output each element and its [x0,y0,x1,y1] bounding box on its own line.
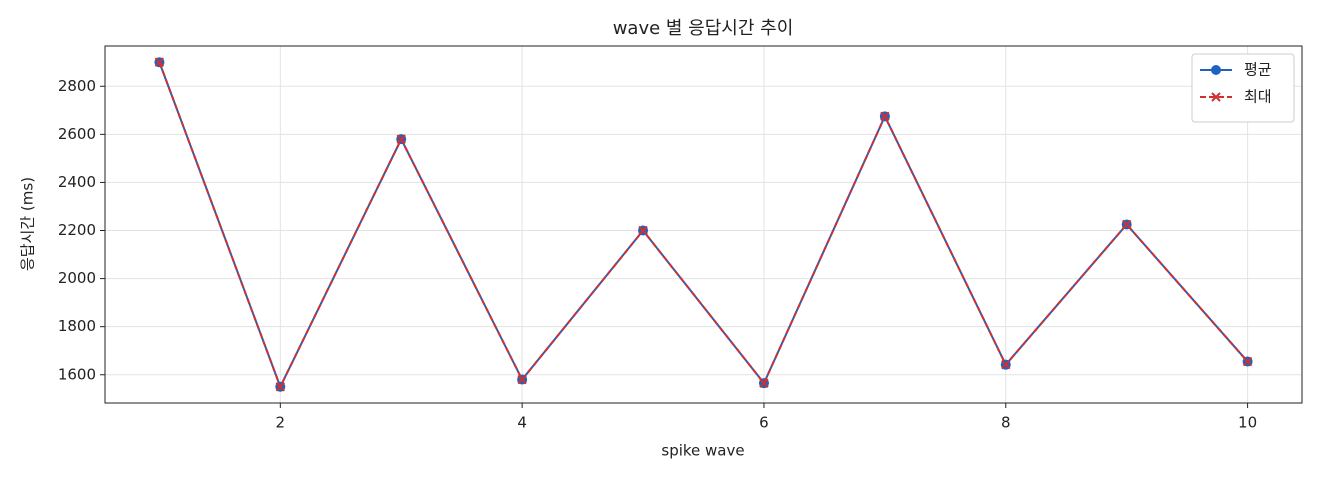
x-tick-label: 2 [276,414,286,432]
y-tick-label: 2200 [58,221,96,239]
series-line [158,61,1249,390]
marker [759,378,769,388]
marker [1121,219,1132,230]
marker [154,57,165,67]
x-tick-label: 4 [517,414,527,432]
y-axis-label: 응답시간 (ms) [19,177,37,271]
y-tick-label: 1600 [58,365,96,383]
marker-stroke [759,378,769,388]
marker [1001,359,1011,370]
y-tick-label: 2600 [58,125,96,143]
marker-stroke [154,57,165,67]
marker [638,225,648,236]
marker-stroke [275,382,286,392]
x-axis-label: spike wave [661,442,744,460]
chart-title: wave 별 응답시간 추이 [613,18,794,39]
marker-stroke [1001,359,1011,370]
marker-stroke [880,111,890,122]
legend-label: 최대 [1244,88,1272,106]
marker-stroke [1211,92,1221,102]
marker-stroke [1242,356,1253,367]
plot-frame [104,45,1303,404]
marker [396,134,406,144]
y-tick-label: 1800 [58,317,96,335]
legend-label: 평균 [1244,61,1272,79]
marker [275,382,286,392]
x-tick-label: 6 [759,414,769,432]
marker [880,111,890,122]
marker [517,374,527,385]
marker-stroke [638,225,648,236]
marker [1211,92,1221,102]
x-tick-label: 8 [1001,414,1011,432]
marker-stroke [517,374,527,385]
series-line [158,61,1249,390]
y-tick-label: 2800 [58,77,96,95]
y-tick-label: 2000 [58,269,96,287]
marker-stroke [396,134,406,144]
legend-box [1191,53,1295,123]
marker-stroke [1121,219,1132,230]
marker [1211,65,1221,75]
y-tick-label: 2400 [58,173,96,191]
x-tick-label: 10 [1238,414,1257,432]
marker [1242,356,1253,367]
